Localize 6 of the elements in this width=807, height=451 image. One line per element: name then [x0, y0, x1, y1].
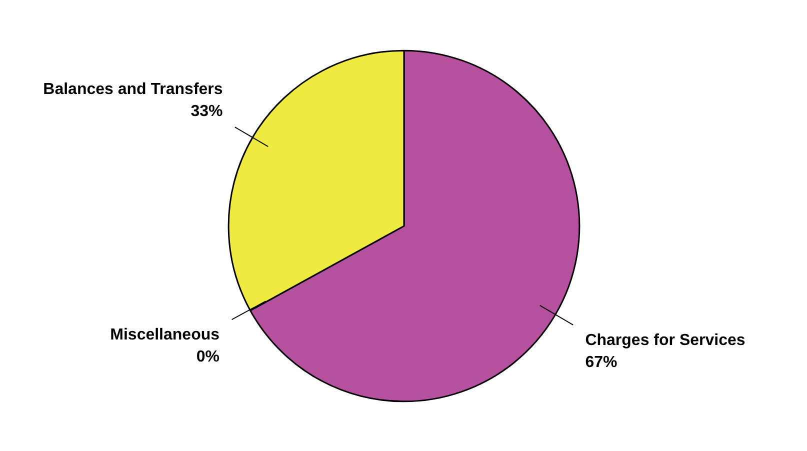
data-label: 67%: [585, 354, 618, 372]
text: 0%: [196, 348, 220, 366]
category-label: Miscellaneous: [110, 326, 220, 344]
slice-label: Charges for Services: [585, 332, 746, 349]
data-label: 33%: [190, 103, 223, 120]
slice-label: Balances and Transfers: [43, 80, 223, 98]
